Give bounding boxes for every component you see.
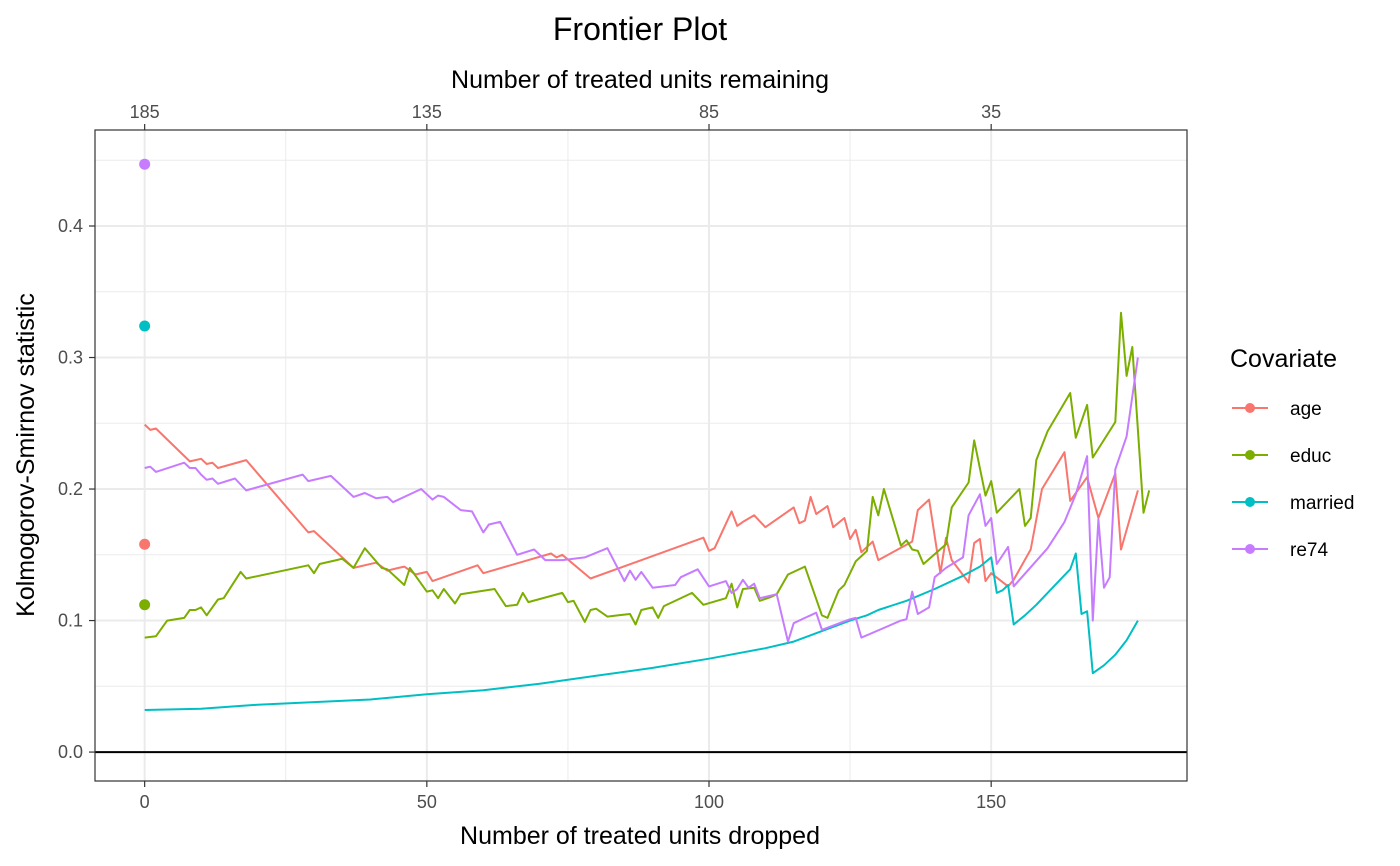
series-start-point-age <box>139 538 151 550</box>
y-tick-label-1: 0.1 <box>58 611 83 631</box>
series-line-re74 <box>144 357 1139 643</box>
x2-axis-title: Number of treated units remaining <box>451 66 829 94</box>
plot-panel <box>95 130 1187 781</box>
x-tick-label-3: 150 <box>976 792 1006 812</box>
legend-key-point-age <box>1245 403 1255 413</box>
legend-label-married: married <box>1290 493 1354 514</box>
legend-label-re74: re74 <box>1290 540 1328 561</box>
y-tick-label-3: 0.3 <box>58 348 83 368</box>
y-tick-label-4: 0.4 <box>58 216 83 236</box>
y-axis-title: Kolmogorov-Smirnov statistic <box>12 293 40 617</box>
x2-tick-label-1: 135 <box>412 102 442 122</box>
series-lines <box>144 311 1151 711</box>
x-tick-label-2: 100 <box>694 792 724 812</box>
plot-border <box>94 129 1188 782</box>
x-tick-label-1: 50 <box>417 792 437 812</box>
legend-key-point-re74 <box>1245 544 1255 554</box>
series-line-educ <box>144 311 1151 639</box>
chart-title: Frontier Plot <box>553 11 727 47</box>
series-start-point-educ <box>139 599 151 611</box>
legend: Covariate age educ married re74 <box>1230 345 1354 561</box>
x-axis-title: Number of treated units dropped <box>460 822 820 850</box>
y-tick-label-2: 0.2 <box>58 479 83 499</box>
x-tick-label-0: 0 <box>140 792 150 812</box>
legend-label-educ: educ <box>1290 446 1331 467</box>
legend-label-age: age <box>1290 399 1322 420</box>
x2-tick-label-2: 85 <box>699 102 719 122</box>
series-start-points <box>139 158 151 611</box>
legend-key-point-educ <box>1245 450 1255 460</box>
grid-lines <box>95 130 1187 781</box>
axis-ticks: 0.0 0.1 0.2 0.3 0.4 0 50 100 150 185 135 85 35 <box>58 102 1006 812</box>
series-line-married <box>144 552 1139 711</box>
series-start-point-married <box>139 320 151 332</box>
y-tick-label-0: 0.0 <box>58 742 83 762</box>
series-start-point-re74 <box>139 158 151 170</box>
legend-title: Covariate <box>1230 345 1337 373</box>
legend-key-point-married <box>1245 497 1255 507</box>
x2-tick-label-0: 185 <box>130 102 160 122</box>
series-line-age <box>144 423 1139 588</box>
x2-tick-label-3: 35 <box>981 102 1001 122</box>
